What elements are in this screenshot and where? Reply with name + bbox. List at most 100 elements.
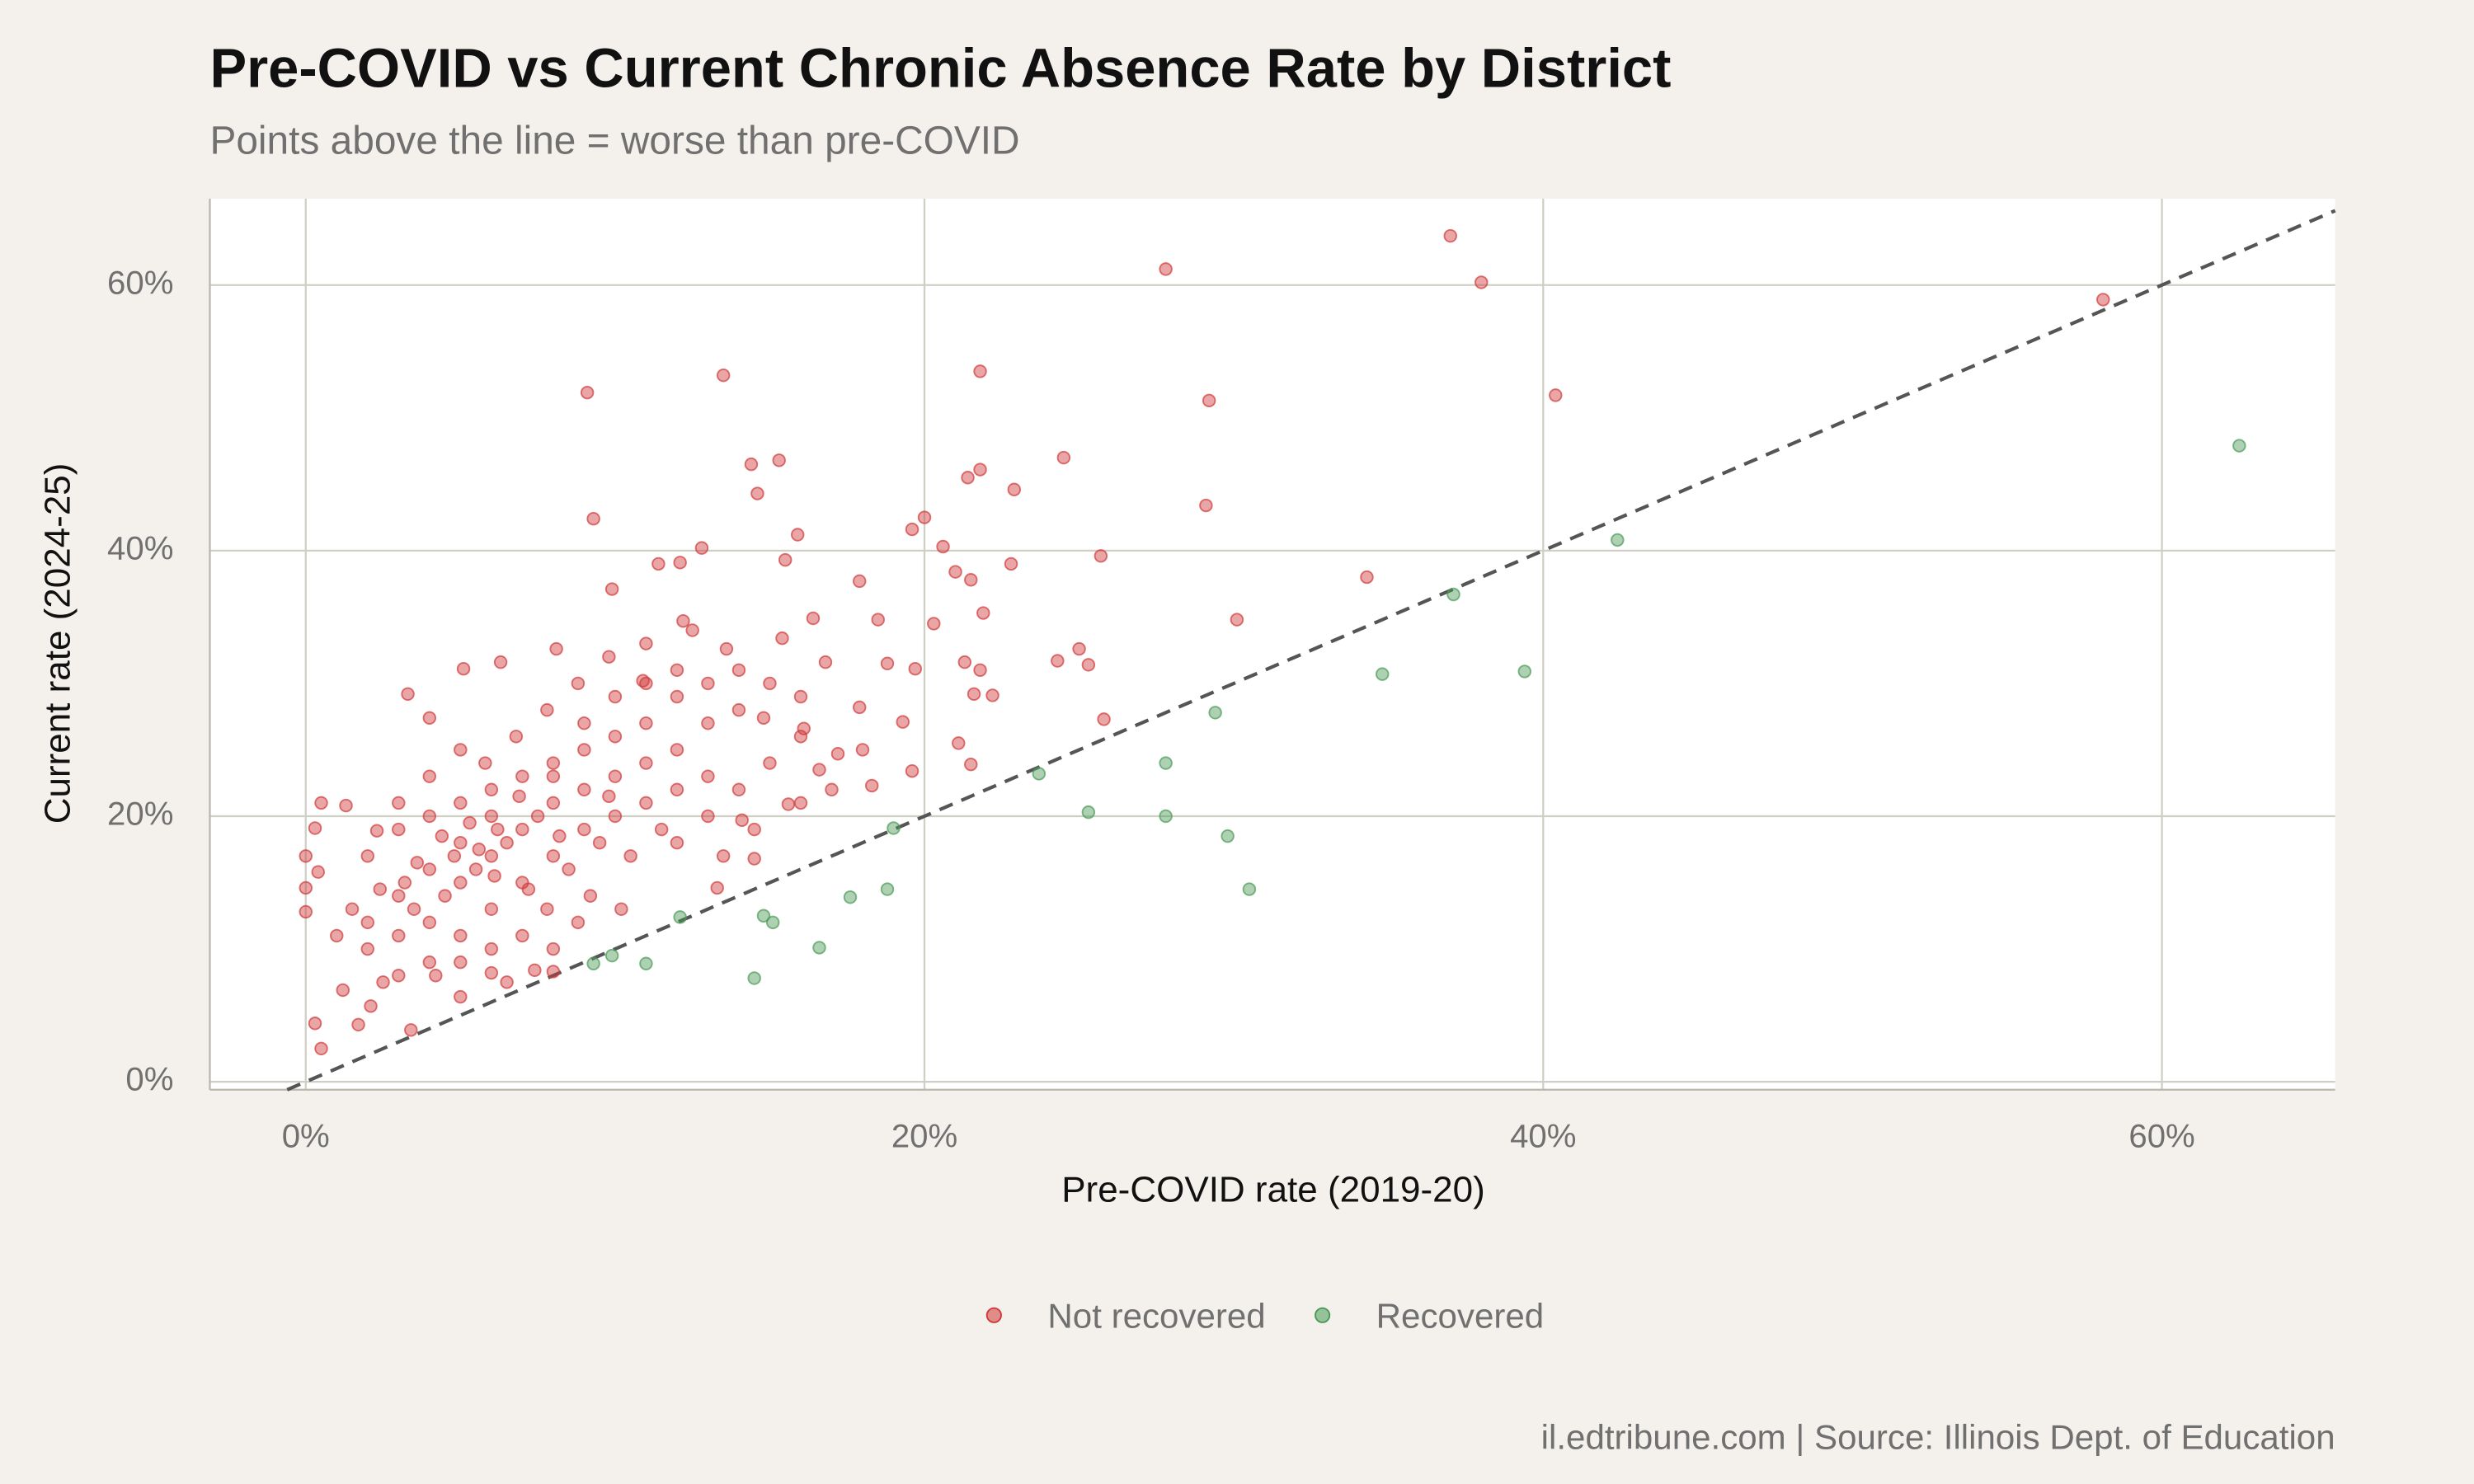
point [410, 856, 425, 870]
point [1051, 654, 1065, 668]
point [967, 687, 981, 702]
point [710, 881, 724, 895]
point [360, 849, 375, 863]
point [546, 965, 561, 979]
point [936, 539, 950, 554]
point [701, 676, 715, 691]
x-tick-label: 40% [1510, 1118, 1576, 1155]
point [701, 809, 715, 824]
y-tick-label: 0% [125, 1061, 173, 1098]
point [825, 782, 839, 796]
legend-marker [1315, 1307, 1331, 1323]
point [515, 822, 529, 837]
point [392, 796, 406, 810]
point [756, 909, 771, 923]
point [853, 700, 867, 715]
point [314, 796, 328, 810]
point [1446, 587, 1460, 602]
point [330, 928, 344, 943]
point [515, 769, 529, 783]
point [456, 661, 471, 676]
point [716, 849, 731, 863]
point [896, 715, 910, 729]
point [747, 852, 761, 866]
point [1097, 712, 1111, 726]
point [608, 809, 623, 824]
point [905, 763, 920, 778]
point [2096, 293, 2110, 307]
plot-area [209, 199, 2335, 1090]
point [1475, 275, 1489, 289]
point [731, 782, 746, 796]
point [484, 965, 499, 980]
point [818, 655, 833, 669]
point [580, 385, 595, 400]
point [339, 798, 353, 813]
point [1072, 641, 1086, 656]
point [719, 641, 734, 656]
point [1611, 533, 1625, 547]
point [639, 676, 653, 691]
point [454, 835, 468, 850]
point [491, 822, 505, 837]
point [422, 915, 437, 930]
point [577, 743, 591, 757]
point [973, 663, 987, 678]
point [407, 902, 421, 916]
point [1221, 829, 1235, 843]
point [454, 989, 468, 1004]
point [694, 541, 709, 555]
point [369, 824, 384, 838]
point [639, 716, 653, 730]
point [299, 904, 313, 919]
point [806, 611, 821, 626]
point [1549, 388, 1563, 402]
point [775, 631, 789, 646]
point [961, 471, 975, 485]
point [608, 769, 623, 783]
point [654, 822, 669, 837]
legend-label: Recovered [1376, 1296, 1545, 1335]
point [670, 782, 684, 796]
point [429, 969, 443, 983]
point [871, 613, 885, 627]
point [422, 711, 437, 726]
point [701, 716, 715, 730]
points [299, 228, 2246, 1056]
point [2232, 439, 2246, 453]
point [376, 975, 390, 989]
point [772, 453, 786, 467]
point [484, 809, 499, 824]
point [500, 835, 514, 850]
point [670, 663, 684, 678]
point [731, 663, 746, 678]
point [797, 721, 811, 735]
reference-line [286, 209, 2336, 1092]
point [639, 756, 653, 770]
point [540, 902, 554, 916]
point [1242, 882, 1257, 896]
point [336, 983, 350, 998]
point [360, 942, 375, 956]
point [1094, 549, 1108, 563]
point [583, 889, 598, 903]
x-tick-label: 0% [282, 1118, 330, 1155]
point [571, 676, 586, 691]
legend: Not recovered Recovered [985, 1296, 1545, 1335]
point [546, 942, 561, 956]
point [1159, 262, 1173, 276]
point [500, 975, 514, 989]
y-tick-label: 60% [107, 264, 173, 301]
point [763, 756, 777, 770]
point [1007, 482, 1022, 496]
point [592, 835, 607, 850]
point [314, 1041, 328, 1056]
point [948, 565, 962, 579]
point [973, 364, 987, 378]
point [701, 769, 715, 783]
point [908, 661, 922, 676]
point [509, 730, 524, 744]
point [438, 889, 452, 903]
point [604, 582, 619, 596]
point [577, 782, 591, 796]
